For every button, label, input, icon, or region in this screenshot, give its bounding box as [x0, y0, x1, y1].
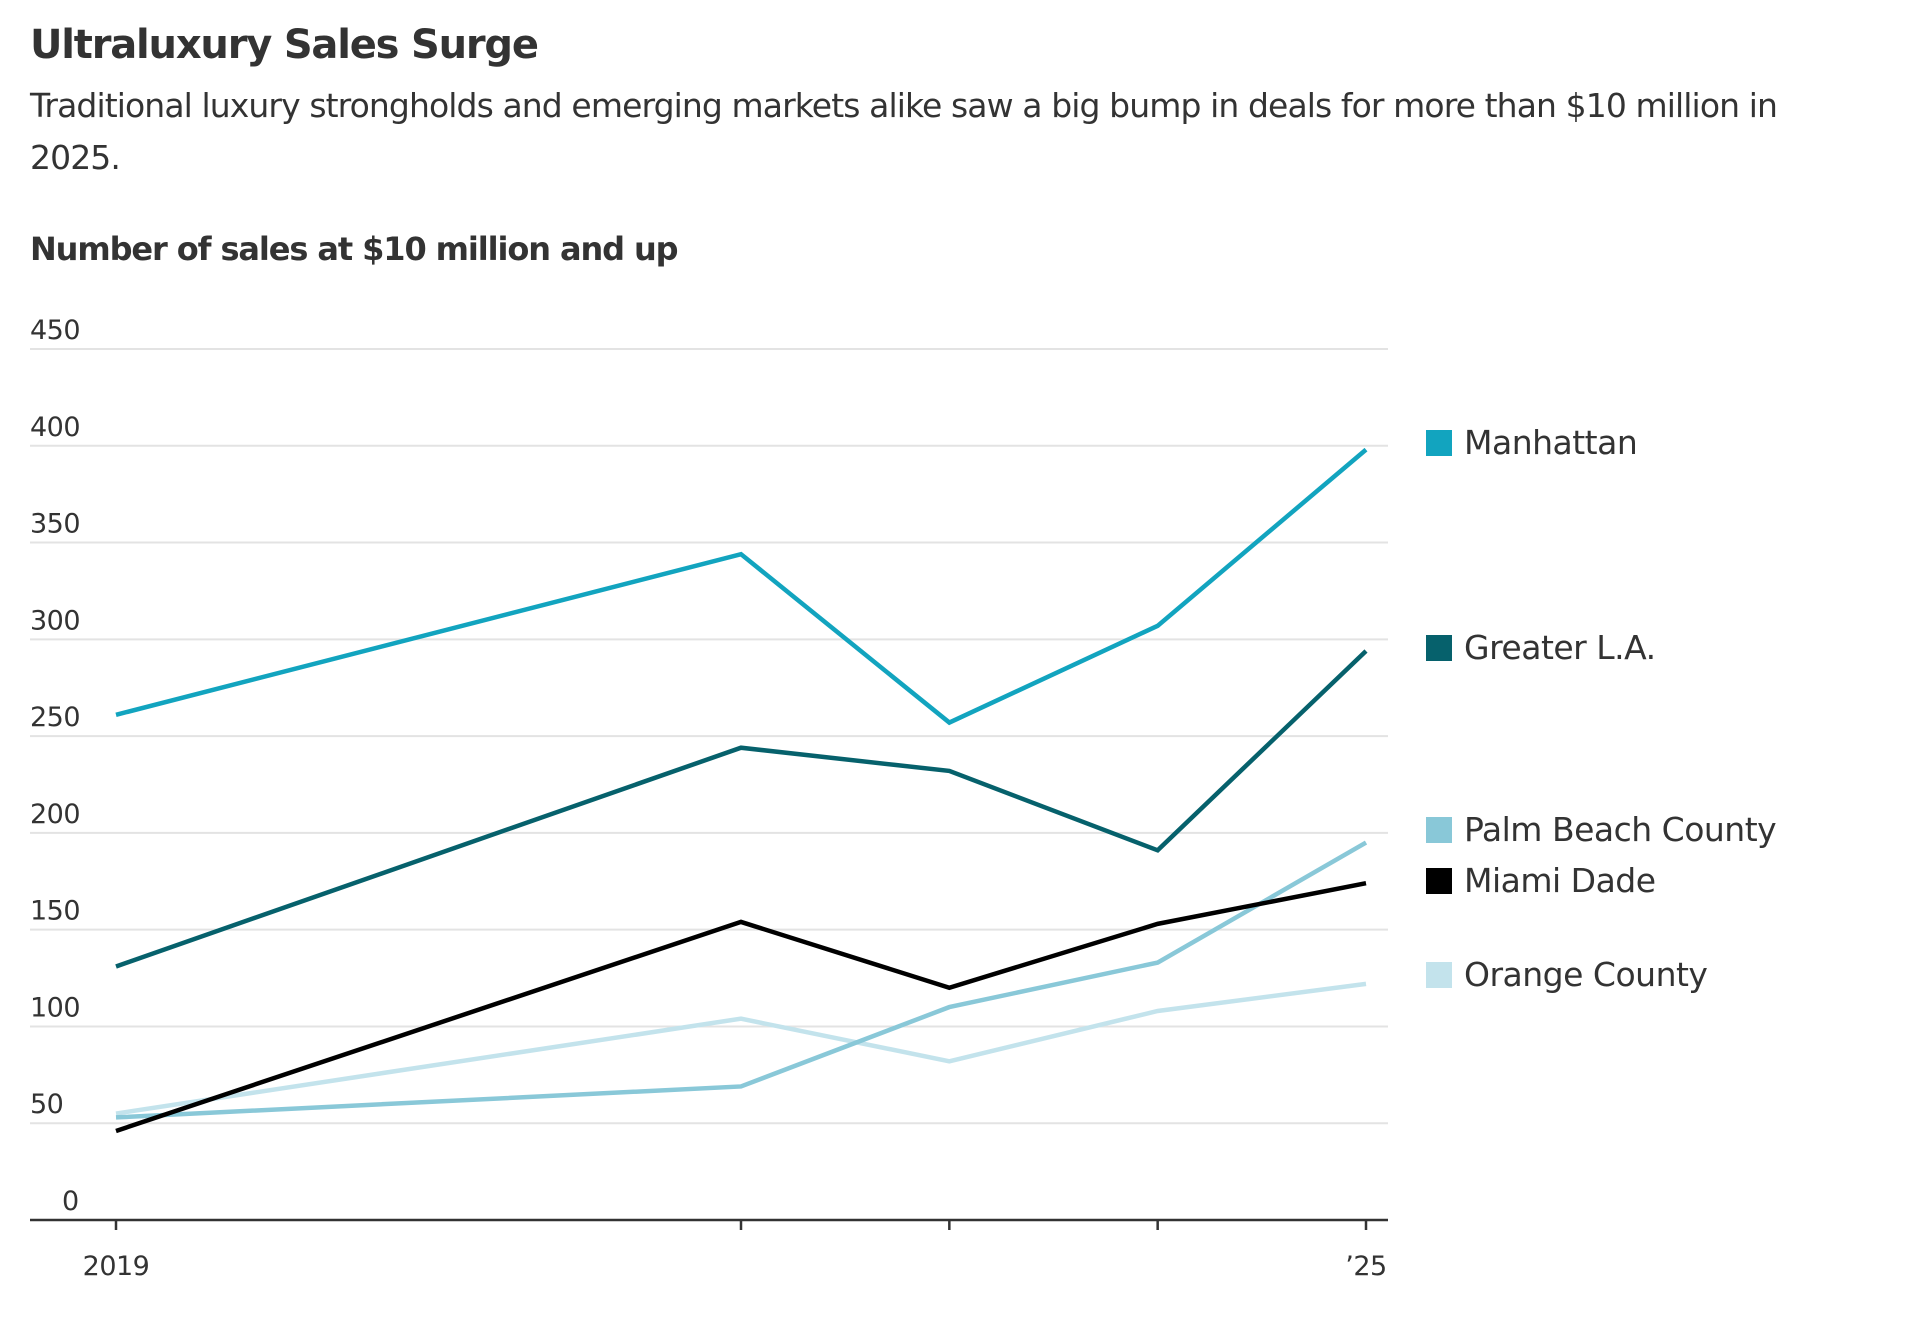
y-tick-label-100: 100 [30, 992, 80, 1023]
legend-swatch-miami-dade [1426, 867, 1452, 894]
y-tick-label-350: 350 [30, 509, 80, 540]
x-tick-label-2025: ’25 [1345, 1251, 1386, 1282]
gridlines [30, 348, 1388, 1125]
y-tick-label-50: 50 [30, 1089, 63, 1120]
y-tick-label-450: 450 [30, 315, 80, 346]
legend-swatch-palm-beach-county [1426, 816, 1452, 843]
legend-item-greater-l-a: Greater L.A. [1426, 628, 1656, 667]
chart-subtitle: Traditional luxury strongholds and emerg… [30, 86, 1778, 177]
series-lines [115, 447, 1368, 1134]
legend-item-orange-county: Orange County [1426, 955, 1708, 994]
legend-swatch-manhattan [1426, 429, 1452, 456]
y-tick-label-250: 250 [30, 702, 80, 733]
chart-title: Ultraluxury Sales Surge [30, 22, 539, 68]
legend-item-miami-dade: Miami Dade [1426, 861, 1656, 900]
series-line-orange-county [115, 981, 1367, 1116]
legend-swatch-orange-county [1426, 961, 1452, 988]
y-axis-label: Number of sales at $10 million and up [30, 230, 679, 268]
series-line-greater-l-a [115, 649, 1368, 969]
x-axis: 2019 ’25 [30, 1218, 1388, 1282]
x-tick-label-2019: 2019 [83, 1251, 150, 1282]
legend-label-miami-dade: Miami Dade [1464, 861, 1656, 900]
legend-label-manhattan: Manhattan [1464, 423, 1638, 462]
y-tick-label-0: 0 [62, 1186, 79, 1217]
y-tick-label-400: 400 [30, 412, 80, 443]
legend-item-manhattan: Manhattan [1426, 423, 1638, 462]
y-tick-label-150: 150 [30, 896, 80, 927]
y-tick-label-200: 200 [30, 799, 80, 830]
series-line-manhattan [115, 447, 1368, 726]
y-axis-ticks: 0 50 100 150 200 250 300 350 400 450 [30, 315, 81, 1217]
legend-swatch-greater-l-a [1426, 634, 1452, 661]
series-line-miami-dade [115, 881, 1367, 1134]
legend-label-orange-county: Orange County [1464, 955, 1708, 994]
legend-label-greater-l-a: Greater L.A. [1464, 628, 1656, 667]
series-line-palm-beach-county [115, 840, 1368, 1120]
y-tick-label-300: 300 [30, 605, 80, 636]
legend-label-palm-beach-county: Palm Beach County [1464, 810, 1777, 849]
legend-item-palm-beach-county: Palm Beach County [1426, 810, 1777, 849]
